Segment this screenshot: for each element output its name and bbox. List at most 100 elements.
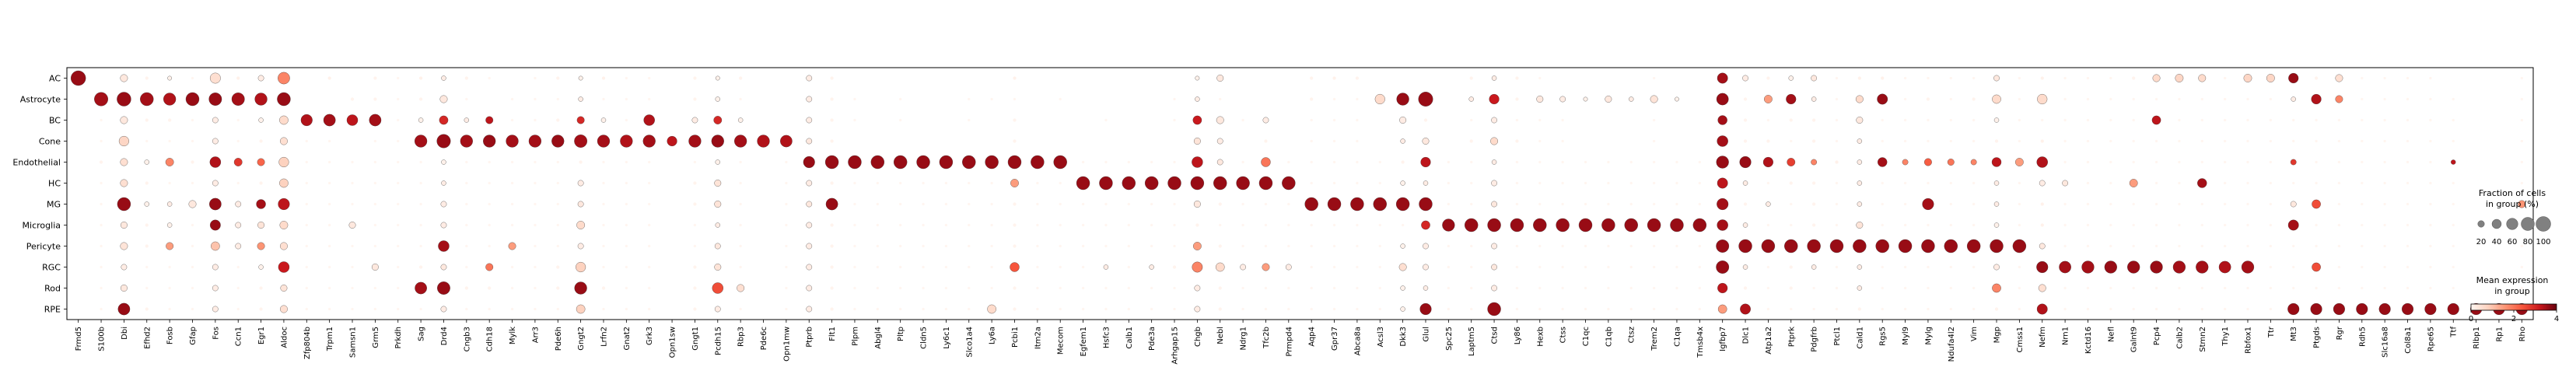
- dot-microglia-drd4: [440, 222, 447, 229]
- dot-microglia-nrn1: [2063, 223, 2067, 227]
- dot-ac-pde6h: [556, 76, 560, 80]
- dot-microglia-cldn5: [922, 223, 925, 227]
- dot-cone-cald1: [1857, 138, 1863, 144]
- dot-cone-nrn1: [2063, 139, 2067, 143]
- dot-rod-rpe65: [2429, 286, 2432, 290]
- dot-endothelial-hexb: [1538, 160, 1542, 164]
- dot-mg-pcp4: [2154, 202, 2158, 206]
- dot-rpe-rbp3: [739, 307, 742, 311]
- dot-rgc-vim: [1972, 265, 1976, 269]
- dot-microglia-mylg: [1927, 223, 1930, 227]
- dot-rpe-ptcl1: [1835, 307, 1839, 311]
- dot-cone-nefm: [2040, 139, 2044, 143]
- dot-mg-calb1: [1127, 202, 1130, 206]
- row-label-endothelial: Endothelial: [12, 158, 61, 168]
- dot-mg-acsl3: [1373, 197, 1387, 211]
- dot-microglia-pcp4: [2154, 223, 2158, 227]
- dot-ac-gngt2: [578, 75, 583, 81]
- dot-rgc-ctsz: [1629, 265, 1633, 269]
- column-label-aldoc: Aldoc: [280, 327, 289, 348]
- dot-astrocyte-c1qc: [1583, 96, 1588, 102]
- dot-bc-samsn1: [346, 114, 359, 126]
- dot-rgc-igfbp7: [1716, 260, 1730, 274]
- dot-rod-samsn1: [351, 286, 354, 290]
- dot-pericyte-fos: [211, 241, 220, 251]
- dot-mg-chgb: [1193, 201, 1201, 208]
- dot-hc-rdh5: [2361, 181, 2364, 185]
- dot-rgc-mylg: [1927, 265, 1930, 269]
- dot-pericyte-opn1mw: [785, 244, 788, 248]
- row-label-cone: Cone: [39, 137, 61, 147]
- dot-mg-hexb: [1538, 202, 1542, 206]
- dot-rpe-arr3: [534, 307, 537, 311]
- dot-rpe-arhgap15: [1173, 307, 1176, 311]
- dot-bc-arr3: [534, 118, 537, 122]
- dot-astrocyte-mgp: [1992, 94, 2001, 104]
- dot-pericyte-calb2: [2178, 244, 2181, 248]
- dot-bc-calb2: [2178, 118, 2181, 122]
- dot-pericyte-gpr37: [1332, 244, 1336, 248]
- dot-microglia-tfc2b: [1264, 223, 1268, 227]
- dot-endothelial-ctss: [1561, 160, 1564, 164]
- dot-cone-ndufa4l2: [1949, 139, 1952, 143]
- dot-mg-ly6a: [990, 202, 993, 206]
- dot-pericyte-flt1: [830, 244, 834, 248]
- dot-cone-zfp804b: [305, 139, 308, 143]
- dot-astrocyte-dbi: [117, 92, 131, 107]
- dot-rod-tfc2b: [1264, 286, 1268, 290]
- dot-rpe-pcp4: [2154, 307, 2158, 311]
- dot-rgc-ndrg1: [1240, 264, 1246, 271]
- dot-endothelial-kctd16: [2086, 160, 2090, 164]
- size-legend-label-60: 60: [2508, 238, 2518, 246]
- dot-bc-gnat2: [625, 118, 628, 122]
- dot-rpe-efhd2: [145, 307, 149, 311]
- dot-hc-opn1mw: [785, 181, 788, 185]
- dot-mg-ptgds: [2312, 199, 2321, 209]
- dot-microglia-calb1: [1127, 223, 1130, 227]
- dot-hc-efhd2: [145, 181, 149, 185]
- column-label-laptm5: Laptm5: [1468, 327, 1476, 356]
- dot-rgc-slco1a4: [968, 265, 971, 269]
- dot-cone-pcdh15: [711, 135, 724, 148]
- dot-pericyte-myl9: [1898, 239, 1913, 253]
- dot-bc-grm5: [369, 114, 382, 127]
- dot-rgc-gpr37: [1332, 265, 1336, 269]
- dot-hc-calb1: [1122, 176, 1136, 190]
- dot-bc-galnt9: [2132, 118, 2135, 122]
- dot-cone-mylk: [506, 135, 519, 148]
- dot-endothelial-pcbi1: [1007, 155, 1022, 170]
- dot-pericyte-efhd2: [145, 244, 149, 248]
- dot-astrocyte-thy1: [2223, 97, 2227, 101]
- dot-bc-sag: [418, 117, 424, 123]
- dot-rgc-s100b: [100, 265, 103, 269]
- dot-rod-pltp: [899, 286, 902, 290]
- dot-hc-s100b: [100, 181, 103, 185]
- dot-bc-trpm1: [323, 114, 336, 127]
- dot-cone-prkdh: [397, 139, 400, 143]
- dot-rod-gngt1: [693, 286, 697, 290]
- dot-pericyte-nefm: [2039, 243, 2046, 250]
- dot-microglia-grk3: [648, 223, 651, 227]
- column-label-ly6c1: Ly6c1: [943, 327, 951, 349]
- dot-rod-tmsb4x: [1698, 286, 1701, 290]
- dot-mg-dkk3: [1395, 197, 1410, 211]
- dot-endothelial-dbi: [120, 158, 128, 166]
- dot-hc-mt3: [2292, 181, 2295, 185]
- dot-rpe-abca8a: [1356, 307, 1359, 311]
- dot-cone-egr1: [259, 139, 263, 143]
- dot-astrocyte-nrn1: [2063, 97, 2067, 101]
- size-legend-label-40: 40: [2492, 238, 2502, 246]
- dot-microglia-dlc1: [1742, 222, 1748, 228]
- dot-cone-ttf: [2452, 139, 2455, 143]
- dot-astrocyte-mylk: [510, 97, 514, 101]
- dot-mg-s100b: [100, 202, 103, 206]
- dot-astrocyte-arr3: [534, 97, 537, 101]
- dot-rpe-mt3: [2287, 302, 2300, 316]
- dot-bc-col8a1: [2406, 118, 2410, 122]
- dot-hc-mecom: [1059, 181, 1062, 185]
- dot-endothelial-ndufa4l2: [1947, 159, 1955, 166]
- dot-microglia-pde6h: [556, 223, 559, 227]
- dot-mg-pcbi1: [1013, 202, 1017, 206]
- dot-rgc-pde6h: [556, 265, 560, 269]
- dot-microglia-col8a1: [2406, 223, 2410, 227]
